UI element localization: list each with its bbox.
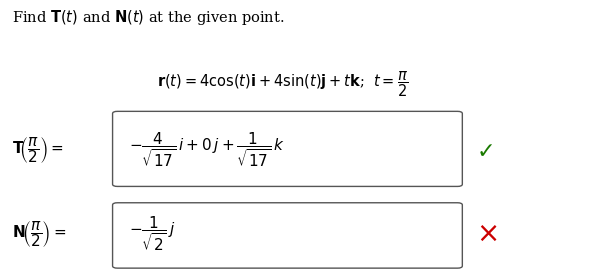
- Text: $\mathbf{T}\!\left(\dfrac{\pi}{2}\right) = $: $\mathbf{T}\!\left(\dfrac{\pi}{2}\right)…: [12, 135, 64, 165]
- Text: $-\dfrac{1}{\sqrt{2}}\, j$: $-\dfrac{1}{\sqrt{2}}\, j$: [129, 215, 176, 253]
- Text: $\mathbf{N}\!\left(\dfrac{\pi}{2}\right) = $: $\mathbf{N}\!\left(\dfrac{\pi}{2}\right)…: [12, 219, 66, 249]
- Text: $\mathbf{r}(t) = 4\cos(t)\mathbf{i} + 4\sin(t)\mathbf{j} + t\mathbf{k}$;  $t = \: $\mathbf{r}(t) = 4\cos(t)\mathbf{i} + 4\…: [157, 69, 409, 99]
- Text: $-\dfrac{4}{\sqrt{17}}\, i + 0\, j + \dfrac{1}{\sqrt{17}}\, k$: $-\dfrac{4}{\sqrt{17}}\, i + 0\, j + \df…: [129, 130, 285, 169]
- Text: $\times$: $\times$: [476, 220, 497, 248]
- FancyBboxPatch shape: [113, 111, 462, 186]
- Text: $\checkmark$: $\checkmark$: [476, 140, 492, 160]
- Text: Find $\mathbf{T}(t)$ and $\mathbf{N}(t)$ at the given point.: Find $\mathbf{T}(t)$ and $\mathbf{N}(t)$…: [12, 8, 285, 27]
- FancyBboxPatch shape: [113, 203, 462, 268]
